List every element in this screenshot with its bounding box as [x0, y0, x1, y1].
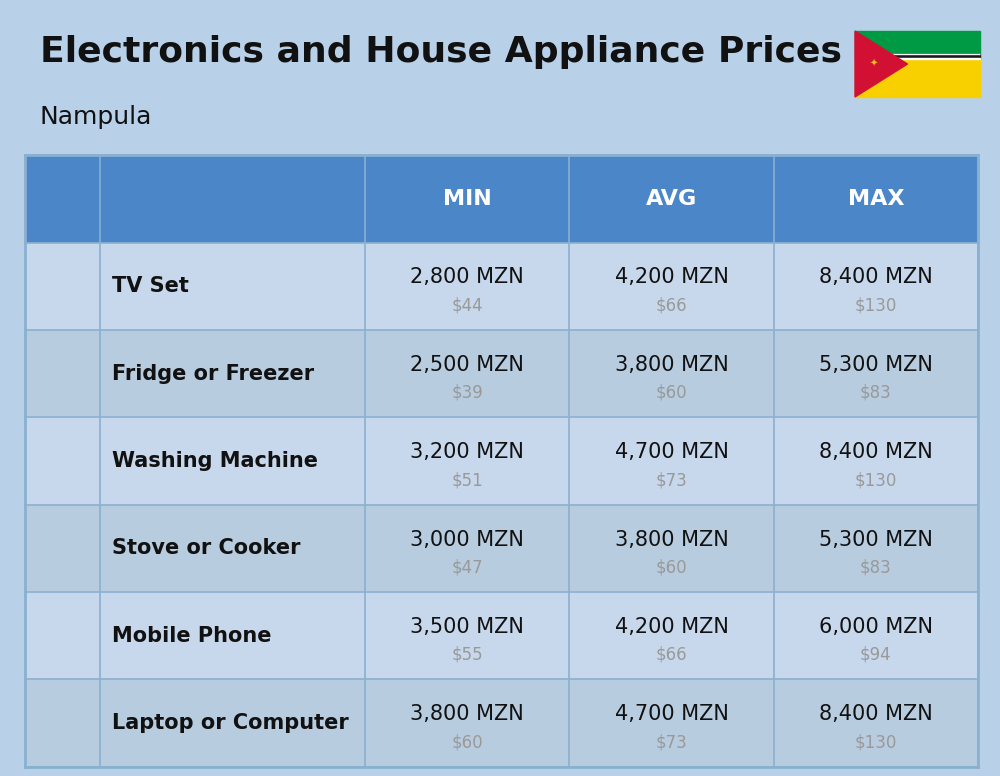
Bar: [569, 330, 774, 417]
Bar: [569, 417, 774, 504]
Bar: [569, 243, 774, 330]
Text: 6,000 MZN: 6,000 MZN: [819, 617, 933, 637]
Text: Nampula: Nampula: [40, 105, 152, 129]
Bar: [100, 592, 365, 679]
Text: MIN: MIN: [443, 189, 492, 209]
Text: ✦: ✦: [870, 59, 878, 69]
Text: 8,400 MZN: 8,400 MZN: [819, 268, 933, 287]
Bar: [855, 31, 980, 54]
Bar: [774, 243, 978, 330]
Text: $83: $83: [860, 384, 892, 402]
Bar: [855, 54, 980, 59]
Bar: [100, 417, 365, 504]
Text: $130: $130: [855, 733, 897, 751]
Bar: [100, 330, 365, 417]
Bar: [774, 330, 978, 417]
Text: $66: $66: [656, 296, 687, 314]
Text: Fridge or Freezer: Fridge or Freezer: [112, 364, 314, 383]
Bar: [100, 679, 365, 767]
Text: $44: $44: [451, 296, 483, 314]
Bar: [774, 679, 978, 767]
Bar: [25, 155, 365, 243]
Bar: [365, 243, 569, 330]
Text: Mobile Phone: Mobile Phone: [112, 625, 272, 646]
Bar: [569, 679, 774, 767]
Text: $130: $130: [855, 471, 897, 489]
Bar: [365, 330, 569, 417]
Polygon shape: [855, 31, 908, 97]
Text: TV Set: TV Set: [112, 276, 189, 296]
Bar: [855, 59, 980, 97]
Text: Electronics and House Appliance Prices: Electronics and House Appliance Prices: [40, 35, 842, 69]
Bar: [365, 592, 569, 679]
Text: 8,400 MZN: 8,400 MZN: [819, 442, 933, 462]
Text: $73: $73: [656, 733, 687, 751]
Bar: [100, 243, 365, 330]
Text: $60: $60: [451, 733, 483, 751]
Bar: [569, 155, 774, 243]
Text: 3,800 MZN: 3,800 MZN: [615, 529, 728, 549]
Text: $94: $94: [860, 646, 892, 664]
Bar: [774, 417, 978, 504]
Bar: [25, 592, 100, 679]
Text: $39: $39: [451, 384, 483, 402]
Bar: [774, 592, 978, 679]
Bar: [774, 504, 978, 592]
Bar: [365, 417, 569, 504]
Text: Stove or Cooker: Stove or Cooker: [112, 539, 300, 558]
Text: 8,400 MZN: 8,400 MZN: [819, 705, 933, 724]
Text: Washing Machine: Washing Machine: [112, 451, 318, 471]
Text: $47: $47: [451, 559, 483, 577]
Text: 5,300 MZN: 5,300 MZN: [819, 355, 933, 375]
Text: $51: $51: [451, 471, 483, 489]
Text: 4,200 MZN: 4,200 MZN: [615, 617, 728, 637]
Bar: [25, 504, 100, 592]
Text: 3,000 MZN: 3,000 MZN: [410, 529, 524, 549]
Bar: [569, 504, 774, 592]
Bar: [365, 679, 569, 767]
Bar: [25, 417, 100, 504]
Text: $73: $73: [656, 471, 687, 489]
Text: Laptop or Computer: Laptop or Computer: [112, 713, 349, 733]
Bar: [25, 243, 100, 330]
Text: AVG: AVG: [646, 189, 697, 209]
Text: $83: $83: [860, 559, 892, 577]
Text: 3,500 MZN: 3,500 MZN: [410, 617, 524, 637]
Bar: [100, 504, 365, 592]
Bar: [25, 330, 100, 417]
Bar: [774, 155, 978, 243]
Text: $60: $60: [656, 384, 687, 402]
Text: $130: $130: [855, 296, 897, 314]
Text: 4,700 MZN: 4,700 MZN: [615, 705, 728, 724]
Text: $60: $60: [656, 559, 687, 577]
Bar: [365, 155, 569, 243]
Bar: [569, 592, 774, 679]
Text: 4,700 MZN: 4,700 MZN: [615, 442, 728, 462]
Text: 2,500 MZN: 2,500 MZN: [410, 355, 524, 375]
Text: 3,800 MZN: 3,800 MZN: [410, 705, 524, 724]
Text: 2,800 MZN: 2,800 MZN: [410, 268, 524, 287]
Text: 5,300 MZN: 5,300 MZN: [819, 529, 933, 549]
Text: 3,800 MZN: 3,800 MZN: [615, 355, 728, 375]
Text: 3,200 MZN: 3,200 MZN: [410, 442, 524, 462]
Bar: [25, 679, 100, 767]
Text: 4,200 MZN: 4,200 MZN: [615, 268, 728, 287]
Text: $66: $66: [656, 646, 687, 664]
Bar: [365, 504, 569, 592]
Text: MAX: MAX: [848, 189, 904, 209]
Text: $55: $55: [451, 646, 483, 664]
